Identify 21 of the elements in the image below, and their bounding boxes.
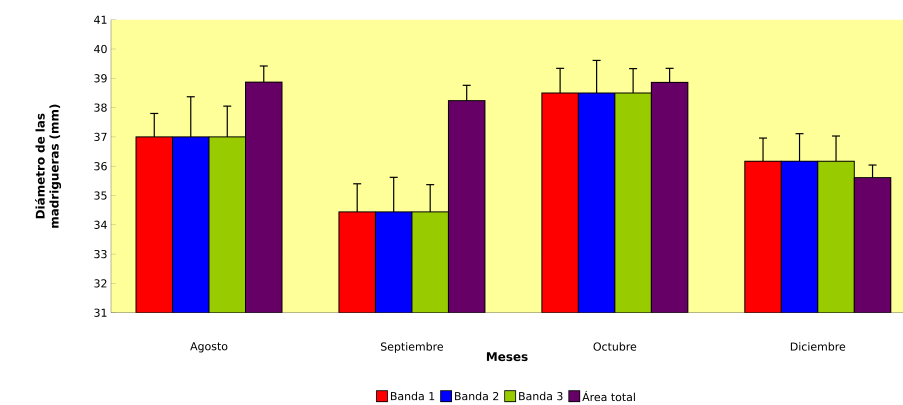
legend-label: Banda 2 — [455, 392, 498, 400]
legend-label: Banda 1 — [390, 392, 434, 400]
y-tick-label: 33 — [94, 250, 107, 258]
y-tick-label: 32 — [94, 279, 106, 288]
x-axis-title: Meses — [486, 352, 528, 362]
x-tick-label: Octubre — [594, 342, 636, 351]
y-tick-label: 36 — [94, 162, 107, 170]
x-tick-label: Diciembre — [790, 342, 846, 351]
y-tick-label: 38 — [94, 103, 107, 112]
y-tick-label: 31 — [94, 308, 106, 317]
x-tick-label: Agosto — [190, 342, 228, 352]
y-tick-label: 34 — [94, 220, 107, 229]
y-axis-title: Diámetro de las madrigueras (mm) — [34, 104, 62, 228]
y-tick-label: 39 — [94, 74, 107, 82]
y-tick-label: 40 — [94, 44, 107, 54]
y-tick-label: 41 — [94, 16, 106, 24]
y-tick-label: 35 — [94, 191, 107, 200]
y-tick-label: 37 — [94, 132, 107, 142]
legend-label: Banda 3 — [519, 392, 562, 400]
x-tick-label: Septiembre — [380, 342, 444, 353]
legend-label: Área total — [582, 390, 635, 402]
